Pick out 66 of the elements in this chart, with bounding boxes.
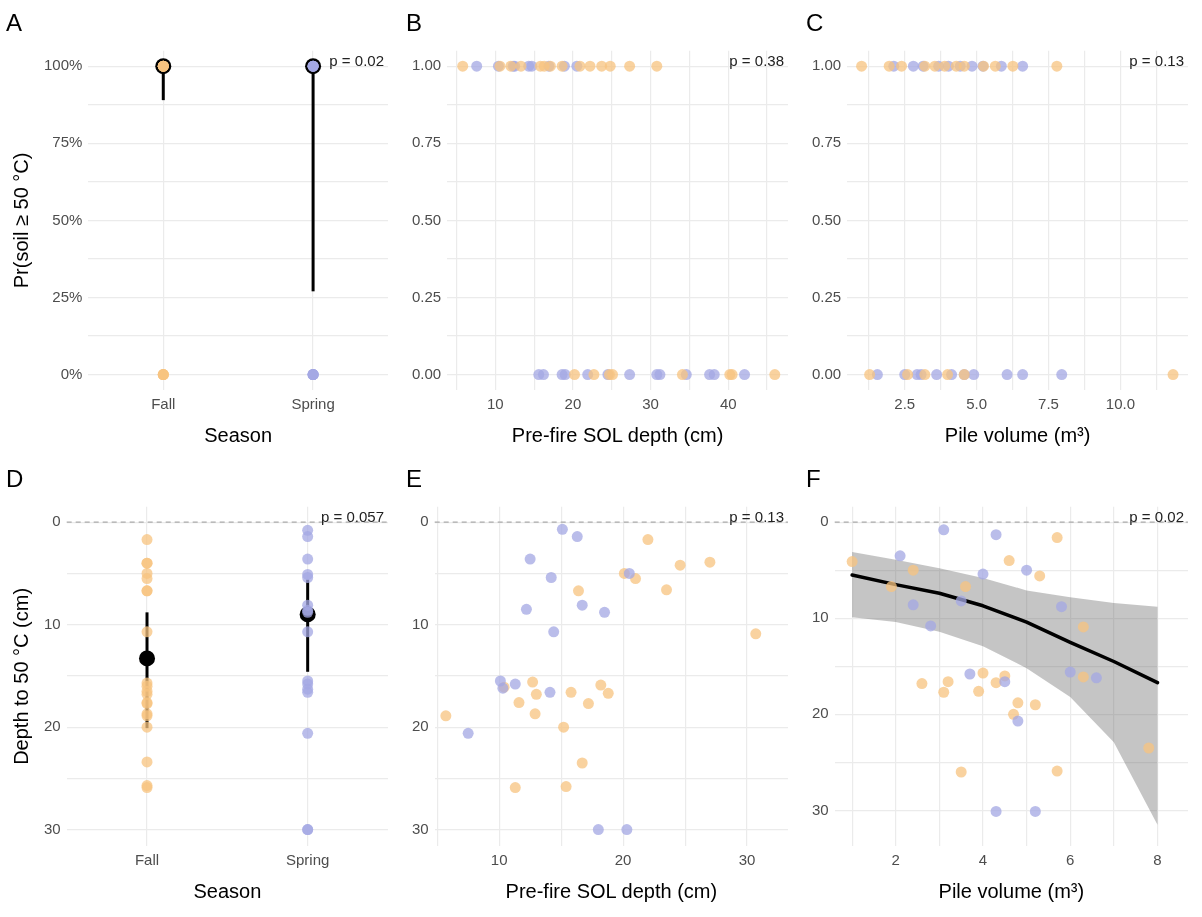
x-tick-label: 7.5	[1038, 395, 1059, 413]
y-tick-label: 0.00	[411, 364, 442, 382]
y-tick-label: 25%	[52, 287, 83, 305]
x-tick-label: 10	[486, 395, 504, 413]
y-tick-label: 75%	[52, 133, 83, 151]
y-tick-label: 50%	[52, 210, 83, 228]
x-axis-title: Season	[193, 879, 262, 902]
x-tick-label: 10	[490, 851, 508, 869]
x-tick-label: 20	[564, 395, 582, 413]
y-tick-label: 0.75	[411, 133, 442, 151]
chart-title: A	[6, 9, 23, 37]
chart-title: E	[406, 465, 423, 493]
y-tick-label: 0%	[60, 364, 83, 382]
x-tick-label: Spring	[291, 395, 335, 413]
y-tick-label: 1.00	[411, 56, 442, 74]
x-axis-title: Pile volume (m³)	[938, 879, 1085, 902]
x-tick-label: 40	[719, 395, 737, 413]
y-tick-label: 0.25	[811, 287, 842, 305]
x-tick-label: 5.0	[966, 395, 988, 413]
y-tick-label: 30	[812, 800, 829, 818]
y-tick-label: 0.50	[411, 210, 442, 228]
x-tick-label: 10.0	[1105, 395, 1136, 413]
annotation: p = 0.13	[1129, 52, 1184, 70]
chart-title: B	[406, 9, 423, 37]
y-tick-label: 100%	[43, 56, 83, 74]
chart-title: F	[806, 465, 821, 493]
x-tick-label: 20	[614, 851, 632, 869]
y-tick-label: 0	[52, 512, 61, 530]
y-tick-label: 1.00	[811, 56, 842, 74]
chart-title: C	[806, 9, 824, 37]
y-tick-label: 10	[412, 614, 429, 632]
y-tick-label: 10	[812, 608, 829, 626]
y-axis-title: Depth to 50 °C (cm)	[9, 587, 32, 765]
y-axis-title: Pr(soil ≥ 50 °C)	[9, 152, 32, 289]
x-tick-label: 8	[1153, 851, 1162, 869]
annotation: p = 0.13	[729, 508, 784, 526]
x-tick-label: Fall	[134, 851, 160, 869]
x-tick-label: 2.5	[894, 395, 916, 413]
annotation: p = 0.02	[329, 52, 384, 70]
x-axis-title: Pre-fire SOL depth (cm)	[511, 423, 724, 446]
x-tick-label: 2	[891, 851, 900, 869]
x-tick-label: 6	[1066, 851, 1075, 869]
x-axis-title: Pre-fire SOL depth (cm)	[505, 879, 718, 902]
y-tick-label: 0	[820, 512, 829, 530]
x-axis-title: Season	[204, 423, 273, 446]
chart-title: D	[6, 465, 24, 493]
y-tick-label: 0.50	[811, 210, 842, 228]
x-tick-label: 30	[642, 395, 659, 413]
y-tick-label: 0.75	[811, 133, 842, 151]
y-tick-label: 10	[44, 614, 61, 632]
y-tick-label: 0.00	[811, 364, 842, 382]
y-tick-label: 20	[412, 717, 429, 735]
y-tick-label: 0.25	[411, 287, 442, 305]
x-tick-label: Fall	[151, 395, 176, 413]
y-tick-label: 30	[44, 819, 61, 837]
y-tick-label: 30	[412, 819, 429, 837]
annotation: p = 0.057	[321, 508, 384, 526]
x-tick-label: 30	[738, 851, 756, 869]
y-tick-label: 20	[812, 704, 829, 722]
x-tick-label: Spring	[285, 851, 330, 869]
y-tick-label: 20	[44, 717, 61, 735]
annotation: p = 0.38	[729, 52, 784, 70]
annotation: p = 0.02	[1129, 508, 1184, 526]
y-tick-label: 0	[420, 512, 429, 530]
x-axis-title: Pile volume (m³)	[944, 423, 1091, 446]
x-tick-label: 4	[978, 851, 988, 869]
